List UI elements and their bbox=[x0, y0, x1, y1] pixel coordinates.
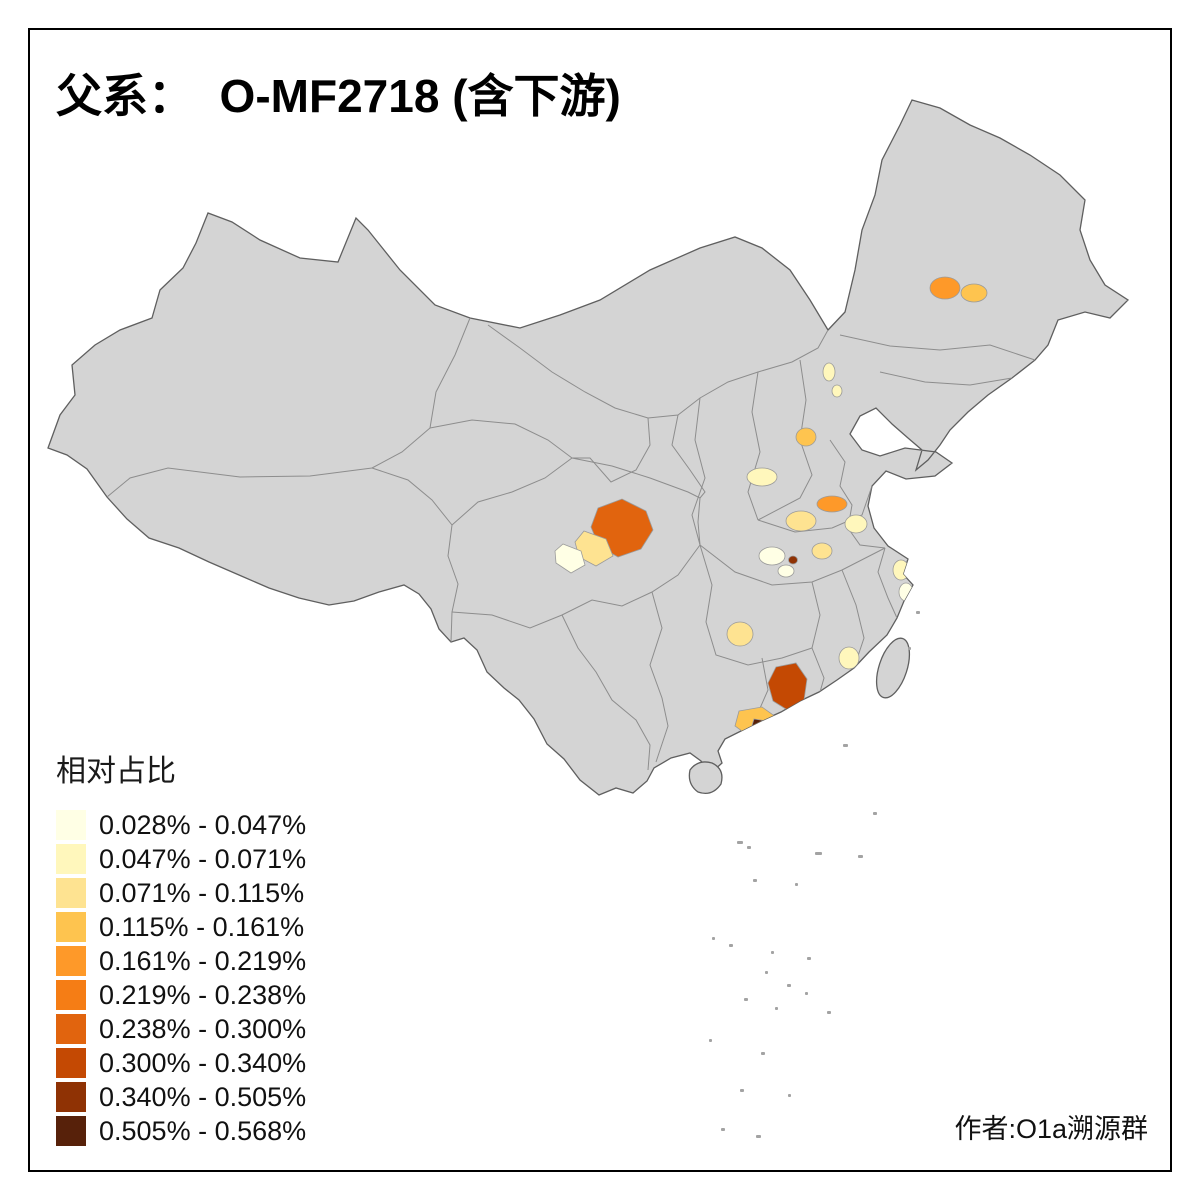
region-heilongjiang-a bbox=[929, 276, 961, 300]
legend-title: 相对占比 bbox=[56, 755, 176, 788]
region-hubei-pale-b bbox=[777, 564, 795, 578]
legend-item: 0.047% - 0.071% bbox=[56, 842, 306, 876]
legend-label: 0.238% - 0.300% bbox=[99, 1013, 307, 1044]
region-shanxi bbox=[795, 427, 817, 447]
south-china-sea-islands bbox=[709, 611, 920, 1138]
legend-item: 0.115% - 0.161% bbox=[56, 910, 306, 944]
china-mainland bbox=[47, 99, 1130, 796]
legend-label: 0.028% - 0.047% bbox=[99, 809, 307, 840]
legend-label: 0.047% - 0.071% bbox=[99, 843, 307, 874]
legend-item: 0.340% - 0.505% bbox=[56, 1080, 306, 1114]
legend-item: 0.505% - 0.568% bbox=[56, 1114, 306, 1148]
region-sichuan-pale bbox=[554, 543, 586, 574]
legend-label: 0.505% - 0.568% bbox=[99, 1115, 307, 1146]
legend-swatch bbox=[56, 810, 86, 840]
attribution: 作者:O1a溯源群 bbox=[954, 1114, 1148, 1144]
legend-label: 0.219% - 0.238% bbox=[99, 979, 307, 1010]
region-sichuan-light bbox=[574, 530, 614, 567]
legend-label: 0.161% - 0.219% bbox=[99, 945, 307, 976]
taiwan-island bbox=[875, 637, 911, 699]
legend-item: 0.071% - 0.115% bbox=[56, 876, 306, 910]
legend-swatch bbox=[56, 1082, 86, 1112]
region-hunan bbox=[726, 621, 754, 647]
plot-frame: 父系： O-MF2718 (含下游) 相对占比 0.028% - 0.047% … bbox=[28, 28, 1172, 1172]
region-heilongjiang-b bbox=[960, 283, 988, 303]
region-hubei-pale-a bbox=[758, 546, 786, 566]
legend-label: 0.340% - 0.505% bbox=[99, 1081, 307, 1112]
region-shaanxi-pale bbox=[746, 467, 778, 487]
china-choropleth-map bbox=[47, 99, 1130, 1138]
highlight-regions bbox=[554, 276, 988, 738]
region-anhui-pale bbox=[844, 514, 868, 534]
region-jiangsu-light bbox=[811, 542, 833, 560]
legend-swatch bbox=[56, 980, 86, 1010]
legend-item: 0.300% - 0.340% bbox=[56, 1046, 306, 1080]
legend-label: 0.115% - 0.161% bbox=[99, 911, 305, 942]
legend-swatch bbox=[56, 912, 86, 942]
region-fujian bbox=[838, 646, 860, 670]
hainan-island bbox=[688, 761, 723, 795]
legend-item: 0.161% - 0.219% bbox=[56, 944, 306, 978]
region-henan-light bbox=[785, 510, 817, 532]
legend-swatch bbox=[56, 1116, 86, 1146]
page-title: 父系： O-MF2718 (含下游) bbox=[56, 70, 621, 122]
region-hebei-b bbox=[831, 384, 843, 398]
region-hubei-dark-dot bbox=[788, 555, 798, 565]
legend-swatch bbox=[56, 946, 86, 976]
legend: 相对占比 0.028% - 0.047% 0.047% - 0.071% 0.0… bbox=[56, 746, 306, 1148]
legend-item: 0.219% - 0.238% bbox=[56, 978, 306, 1012]
legend-item: 0.028% - 0.047% bbox=[56, 808, 306, 842]
legend-swatch bbox=[56, 844, 86, 874]
legend-swatch bbox=[56, 1014, 86, 1044]
legend-swatch bbox=[56, 1048, 86, 1078]
region-hebei-a bbox=[822, 362, 836, 382]
legend-item: 0.238% - 0.300% bbox=[56, 1012, 306, 1046]
province-borders bbox=[106, 317, 1036, 771]
legend-label: 0.300% - 0.340% bbox=[99, 1047, 307, 1078]
legend-swatch bbox=[56, 878, 86, 908]
region-henan-orange bbox=[816, 495, 848, 513]
legend-label: 0.071% - 0.115% bbox=[99, 877, 305, 908]
